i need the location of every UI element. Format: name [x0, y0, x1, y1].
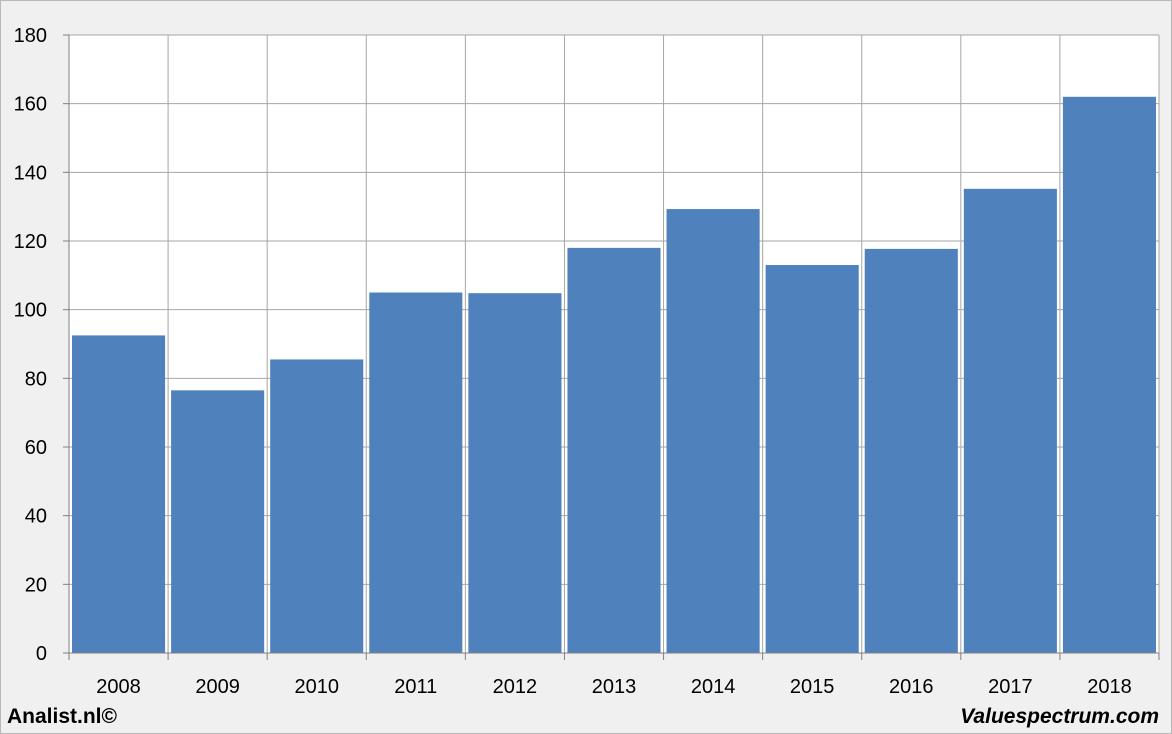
- bar-2009: [171, 390, 265, 653]
- x-tick-label: 2014: [691, 676, 736, 698]
- y-tick-label: 100: [14, 300, 47, 322]
- x-tick-label: 2011: [394, 676, 437, 698]
- y-tick-label: 80: [25, 368, 47, 390]
- source-credit-left: Analist.nl©: [7, 705, 117, 728]
- y-tick-label: 120: [14, 231, 47, 253]
- bar-2013: [567, 247, 661, 653]
- x-tick-label: 2008: [96, 676, 141, 698]
- x-tick-label: 2010: [294, 676, 339, 698]
- bar-2014: [666, 209, 760, 653]
- bar-2011: [369, 292, 463, 653]
- x-tick-label: 2018: [1087, 676, 1132, 698]
- y-tick-label: 60: [25, 437, 47, 459]
- plot-area: 0 20 40 60 80 100 120 140 160 180 2008 2009 2010 2011…: [14, 25, 1160, 698]
- bar-2017: [963, 188, 1057, 653]
- bar-2016: [864, 248, 958, 653]
- y-tick-label: 0: [36, 643, 47, 665]
- x-tick-label: 2013: [592, 676, 637, 698]
- bar-2015: [765, 265, 859, 653]
- bar-2010: [270, 359, 364, 653]
- y-tick-label: 160: [14, 94, 47, 116]
- x-tick-label: 2017: [988, 676, 1033, 698]
- x-tick-label: 2016: [889, 676, 934, 698]
- y-tick-label: 20: [25, 574, 47, 596]
- x-tick-label: 2015: [790, 676, 835, 698]
- bar-2012: [468, 293, 562, 653]
- y-tick-label: 140: [14, 162, 47, 184]
- y-tick-label: 40: [25, 506, 47, 528]
- x-tick-label: 2012: [493, 676, 538, 698]
- source-credit-right: Valuespectrum.com: [960, 705, 1159, 728]
- x-tick-label: 2009: [195, 676, 240, 698]
- bar-2018: [1062, 96, 1156, 654]
- bar-chart: 0 20 40 60 80 100 120 140 160 180 2008 2009 2010 2011…: [14, 25, 1160, 698]
- bar-2008: [72, 335, 166, 653]
- y-tick-label: 180: [14, 25, 47, 47]
